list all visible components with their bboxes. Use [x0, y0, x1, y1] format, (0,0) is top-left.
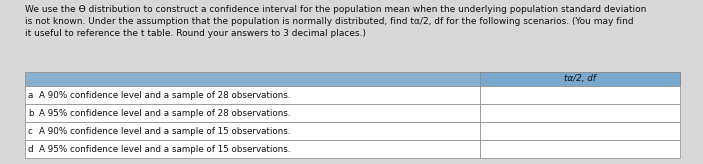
- Bar: [25, 104, 480, 122]
- Text: a: a: [28, 91, 33, 100]
- Text: A 95% confidence level and a sample of 15 observations.: A 95% confidence level and a sample of 1…: [39, 144, 290, 154]
- Text: We use the ϴ distribution to construct a confidence interval for the population : We use the ϴ distribution to construct a…: [25, 5, 646, 14]
- Bar: [480, 140, 680, 158]
- Bar: [25, 72, 680, 86]
- Text: A 90% confidence level and a sample of 28 observations.: A 90% confidence level and a sample of 2…: [39, 91, 290, 100]
- Bar: [480, 104, 680, 122]
- Text: c: c: [28, 126, 33, 135]
- Text: d: d: [28, 144, 34, 154]
- Bar: [480, 86, 680, 104]
- Text: b: b: [28, 109, 34, 117]
- Bar: [480, 122, 680, 140]
- Bar: [480, 72, 680, 86]
- Text: is not known. Under the assumption that the population is normally distributed, : is not known. Under the assumption that …: [25, 17, 633, 26]
- Text: A 90% confidence level and a sample of 15 observations.: A 90% confidence level and a sample of 1…: [39, 126, 290, 135]
- Bar: [25, 86, 480, 104]
- Text: tα/2, df: tα/2, df: [564, 74, 596, 83]
- Text: A 95% confidence level and a sample of 28 observations.: A 95% confidence level and a sample of 2…: [39, 109, 290, 117]
- Bar: [25, 122, 480, 140]
- Text: it useful to reference the t table. Round your answers to 3 decimal places.): it useful to reference the t table. Roun…: [25, 29, 366, 38]
- Bar: [25, 140, 480, 158]
